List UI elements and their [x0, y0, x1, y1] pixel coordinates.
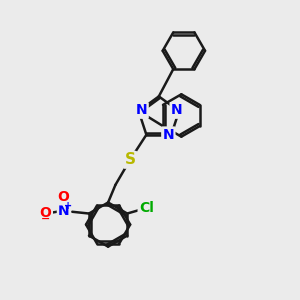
Text: N: N — [136, 103, 147, 118]
Text: +: + — [64, 201, 72, 211]
Text: N: N — [163, 128, 174, 142]
Text: −: − — [41, 214, 50, 224]
Text: S: S — [125, 152, 136, 167]
Text: O: O — [40, 206, 52, 220]
Text: N: N — [58, 204, 70, 218]
Text: O: O — [57, 190, 69, 204]
Text: Cl: Cl — [139, 201, 154, 215]
Text: N: N — [171, 103, 182, 118]
